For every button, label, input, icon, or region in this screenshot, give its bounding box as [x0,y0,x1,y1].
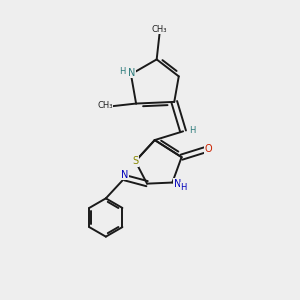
Text: CH₃: CH₃ [152,25,167,34]
Text: O: O [205,144,212,154]
Text: S: S [132,156,138,166]
Text: H: H [119,68,125,76]
Text: H: H [189,126,196,135]
Text: N: N [128,68,135,77]
Text: H: H [180,183,187,192]
Text: CH₃: CH₃ [98,101,113,110]
Text: N: N [121,170,128,180]
Text: N: N [174,179,181,189]
